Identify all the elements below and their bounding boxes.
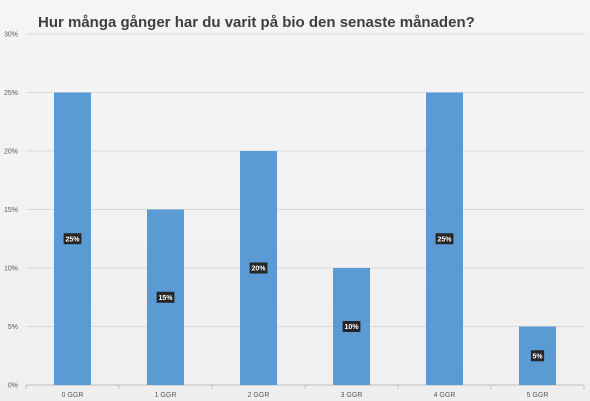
x-tick-label: 1 GGR bbox=[155, 392, 177, 399]
data-label-box bbox=[530, 350, 545, 362]
data-label-box bbox=[342, 321, 361, 332]
chart-title: Hur många gånger har du varit på bio den… bbox=[38, 14, 475, 31]
data-label-box bbox=[249, 262, 268, 274]
data-label: 15% bbox=[158, 295, 173, 302]
x-tick-label: 2 GGR bbox=[248, 392, 270, 399]
y-tick-label: 25% bbox=[4, 90, 18, 97]
data-label: 25% bbox=[437, 236, 452, 243]
data-labels: 25% 15% 20% 10% 25% 5% bbox=[63, 233, 545, 362]
x-tick-label: 0 GGR bbox=[62, 392, 84, 399]
y-tick-label: 30% bbox=[4, 32, 18, 39]
bars bbox=[54, 92, 556, 385]
y-tick-label: 10% bbox=[4, 266, 18, 273]
data-label-box bbox=[156, 291, 175, 303]
data-label: 5% bbox=[532, 353, 543, 360]
y-tick-label: 0% bbox=[8, 383, 18, 390]
data-label-box bbox=[435, 233, 454, 245]
data-label: 10% bbox=[344, 324, 359, 331]
x-axis-ticks: 0 GGR 1 GGR 2 GGR 3 GGR 4 GGR 5 GGR bbox=[25, 385, 585, 399]
y-tick-label: 15% bbox=[4, 207, 18, 214]
x-tick-label: 3 GGR bbox=[341, 392, 363, 399]
gridlines bbox=[26, 33, 584, 386]
x-tick-label: 4 GGR bbox=[434, 392, 456, 399]
y-tick-label: 5% bbox=[8, 324, 18, 331]
x-tick-label: 5 GGR bbox=[527, 392, 549, 399]
data-label: 25% bbox=[65, 236, 80, 243]
y-axis-ticks: 0% 5% 10% 15% 20% 25% 30% bbox=[4, 32, 18, 390]
y-tick-label: 20% bbox=[4, 149, 18, 156]
data-label: 20% bbox=[251, 266, 266, 273]
data-label-box bbox=[63, 233, 82, 245]
